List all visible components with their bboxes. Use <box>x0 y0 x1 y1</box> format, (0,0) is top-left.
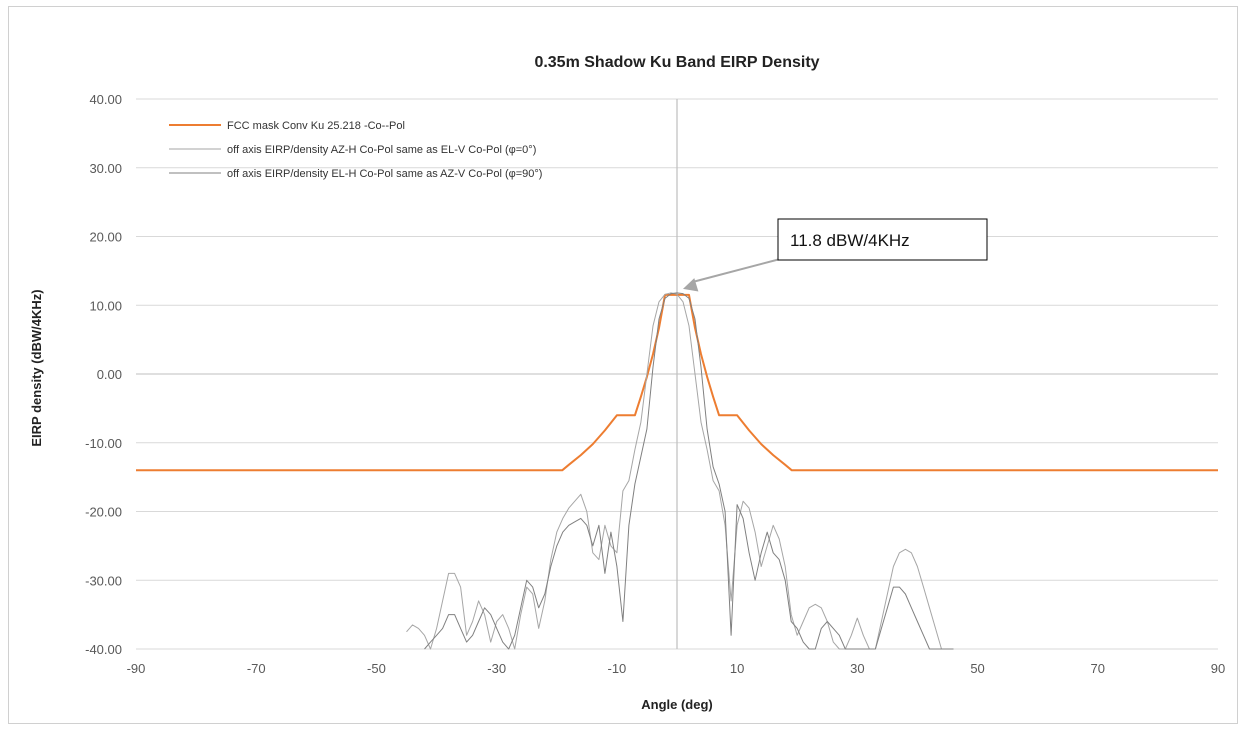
gridlines <box>136 98 1218 650</box>
y-tick-label: -10.00 <box>85 436 122 451</box>
x-tick-label: 50 <box>970 661 984 676</box>
y-tick-label: 10.00 <box>89 298 122 313</box>
y-tick-label: -30.00 <box>85 573 122 588</box>
y-tick-labels: 40.00 30.00 20.00 10.00 0.00 -10.00 -20.00 -30.… <box>85 92 122 657</box>
x-tick-label: -50 <box>367 661 386 676</box>
legend-entry: off axis EIRP/density EL-H Co-Pol same a… <box>227 168 542 180</box>
y-axis-title: EIRP density (dBW/4KHz) <box>29 289 44 446</box>
chart-svg: 0.35m Shadow Ku Band EIRP Density 40.00 3… <box>29 54 1226 712</box>
callout-box <box>777 218 988 261</box>
y-tick-label: 40.00 <box>89 92 122 107</box>
x-tick-label: -10 <box>607 661 626 676</box>
x-tick-label: 90 <box>1211 661 1225 676</box>
x-tick-label: -70 <box>247 661 266 676</box>
legend-entry: off axis EIRP/density AZ-H Co-Pol same a… <box>227 144 536 156</box>
chart-frame: 0.35m Shadow Ku Band EIRP Density 40.00 3… <box>8 6 1238 724</box>
x-tick-label: 70 <box>1091 661 1105 676</box>
callout-arrow-line <box>692 257 785 283</box>
x-axis-title: Angle (deg) <box>641 697 713 712</box>
y-tick-label: 30.00 <box>89 161 122 176</box>
x-tick-labels: -90 -70 -50 -30 -10 10 30 50 70 90 <box>127 661 1226 676</box>
series-layer <box>136 292 1218 650</box>
x-tick-label: 10 <box>730 661 744 676</box>
y-tick-label: -20.00 <box>85 505 122 520</box>
callout-text: 11.8 dBW/4KHz <box>790 231 910 250</box>
y-tick-label: -40.00 <box>85 642 122 657</box>
legend: FCC mask Conv Ku 25.218 -Co--Pol off axis… <box>169 120 542 180</box>
legend-entry: FCC mask Conv Ku 25.218 -Co--Pol <box>227 120 405 132</box>
y-tick-label: 20.00 <box>89 230 122 245</box>
x-tick-label: -30 <box>487 661 506 676</box>
callout-arrowhead <box>683 278 699 292</box>
series-line-2 <box>424 292 954 650</box>
x-tick-label: 30 <box>850 661 864 676</box>
series-line-1 <box>406 292 948 650</box>
annotation-callout: 11.8 dBW/4KHz <box>683 218 988 292</box>
chart-title: 0.35m Shadow Ku Band EIRP Density <box>534 54 819 71</box>
y-tick-label: 0.00 <box>97 367 122 382</box>
x-tick-label: -90 <box>127 661 146 676</box>
